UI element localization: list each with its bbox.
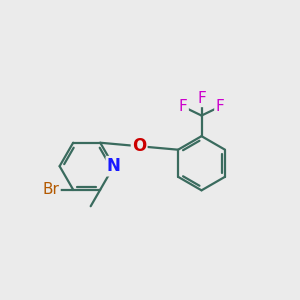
Text: F: F xyxy=(179,99,188,114)
Text: O: O xyxy=(132,137,146,155)
Text: Br: Br xyxy=(43,182,59,197)
Text: F: F xyxy=(197,91,206,106)
Text: F: F xyxy=(215,99,224,114)
Text: N: N xyxy=(107,157,121,175)
